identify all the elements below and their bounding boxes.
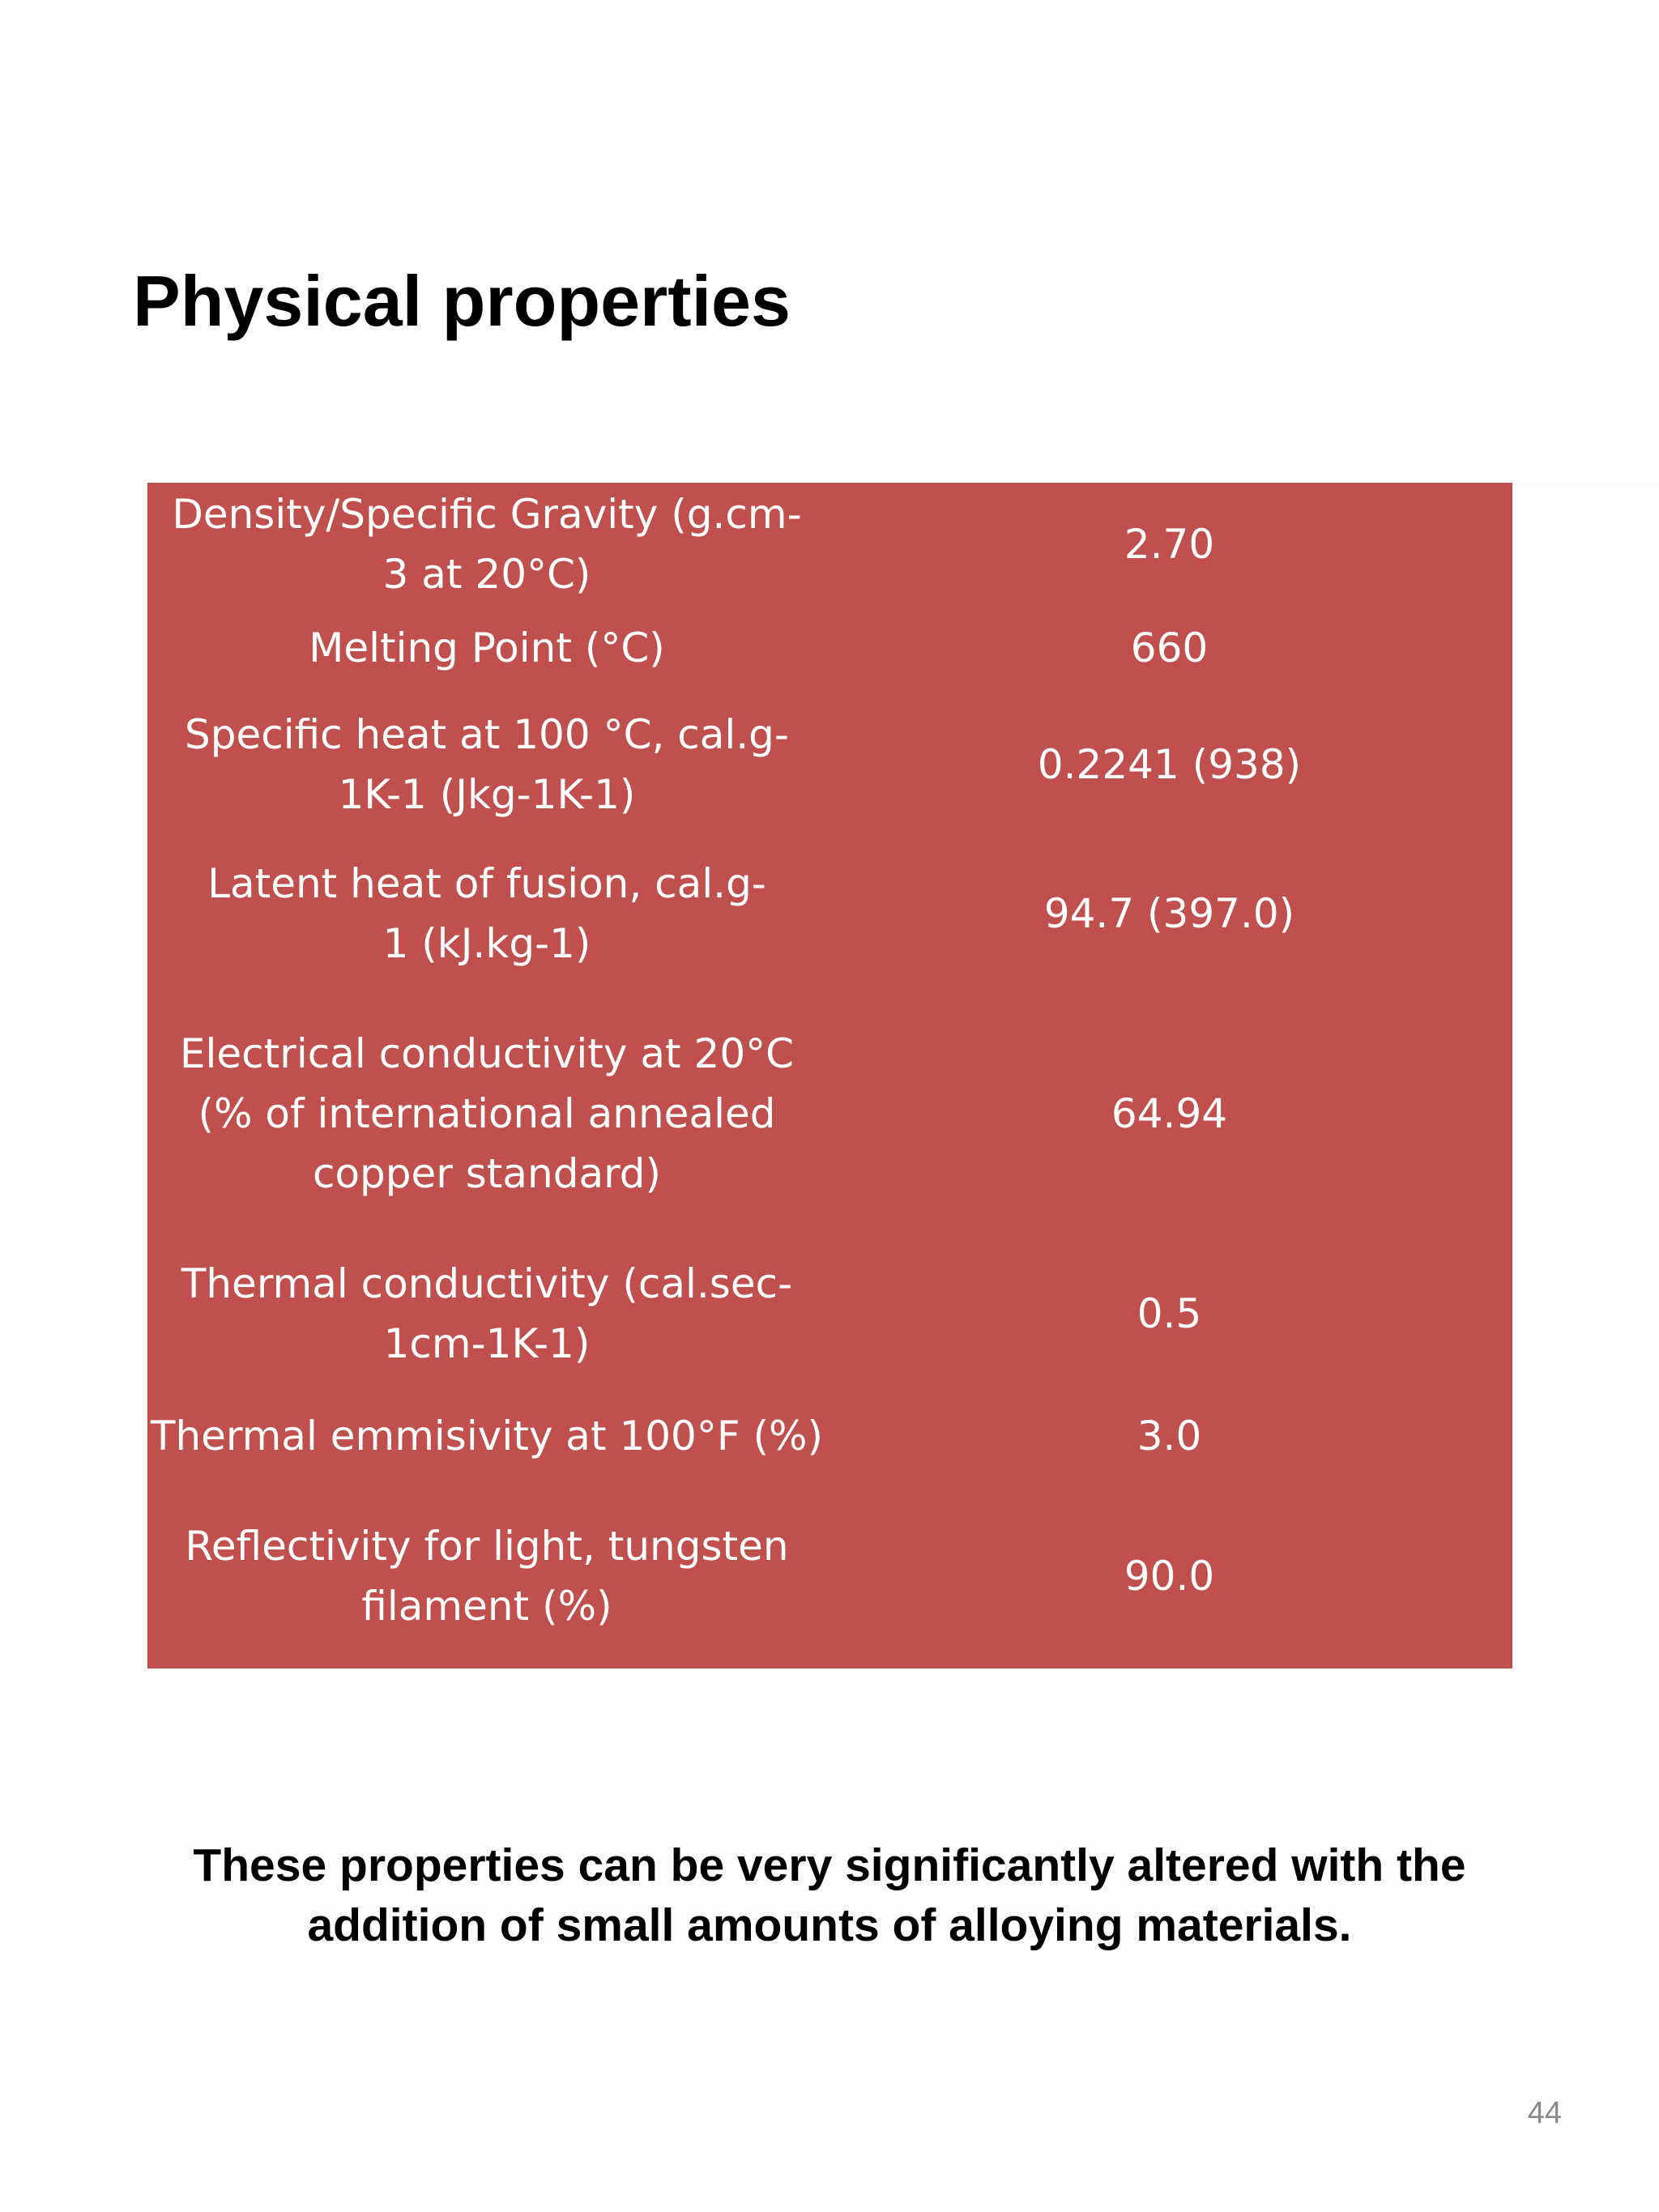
slide-title: Physical properties: [133, 261, 791, 341]
property-label: Thermal emmisivity at 100°F (%): [150, 1413, 824, 1460]
table-row: Thermal conductivity (cal.sec-1cm-1K-1) …: [147, 1239, 1512, 1388]
property-value: 94.7 (397.0): [1043, 890, 1295, 937]
table-row: Specific heat at 100 °C, cal.g-1K-1 (Jkg…: [147, 690, 1512, 839]
property-value: 2.70: [1124, 521, 1215, 568]
property-label: Melting Point (°C): [309, 624, 665, 671]
property-value: 660: [1130, 624, 1209, 671]
table-row: Thermal emmisivity at 100°F (%) 3.0: [147, 1388, 1512, 1484]
table-row: Melting Point (°C) 660: [147, 606, 1512, 690]
table-row: Latent heat of fusion, cal.g-1 (kJ.kg-1)…: [147, 839, 1512, 988]
property-value: 64.94: [1111, 1090, 1228, 1137]
property-value: 0.5: [1137, 1290, 1202, 1337]
page-number: 44: [1527, 2096, 1562, 2130]
table-row: Density/Specific Gravity (g.cm-3 at 20°C…: [147, 483, 1512, 606]
property-label: Specific heat at 100 °C, cal.g-1K-1 (Jkg…: [185, 711, 789, 818]
table-row: Electrical conductivity at 20°C (% of in…: [147, 988, 1512, 1239]
property-label: Reflectivity for light, tungsten filamen…: [185, 1523, 789, 1630]
physical-properties-table: Density/Specific Gravity (g.cm-3 at 20°C…: [147, 483, 1512, 1669]
property-value: 0.2241 (938): [1037, 741, 1302, 788]
property-label: Electrical conductivity at 20°C (% of in…: [179, 1030, 795, 1197]
slide-footnote: These properties can be very significant…: [193, 1839, 1466, 1951]
property-value: 3.0: [1137, 1413, 1202, 1460]
property-label: Density/Specific Gravity (g.cm-3 at 20°C…: [172, 491, 802, 598]
property-label: Thermal conductivity (cal.sec-1cm-1K-1): [181, 1260, 793, 1367]
table-row: Reflectivity for light, tungsten filamen…: [147, 1484, 1512, 1669]
property-label: Latent heat of fusion, cal.g-1 (kJ.kg-1): [207, 860, 766, 967]
property-value: 90.0: [1124, 1553, 1215, 1600]
